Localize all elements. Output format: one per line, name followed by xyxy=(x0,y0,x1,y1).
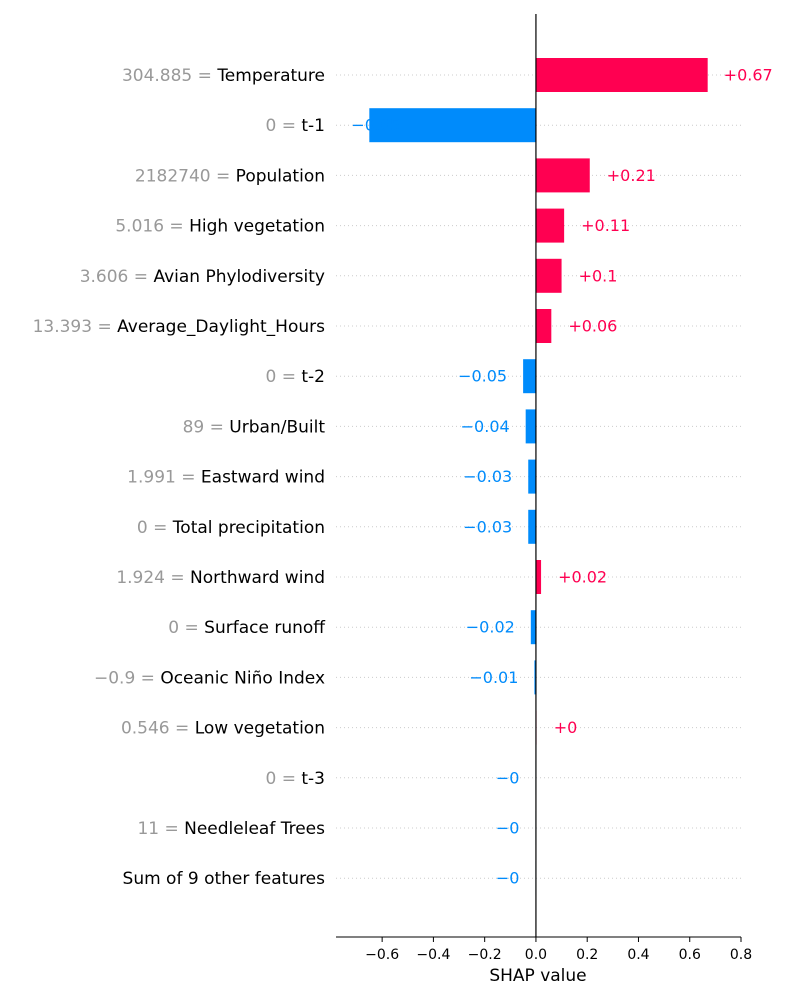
feature-value-text: 0 = xyxy=(266,769,302,789)
feature-name-text: t-2 xyxy=(301,367,325,387)
feature-value-text: 0 = xyxy=(266,367,302,387)
feature-name-text: Low vegetation xyxy=(195,719,325,739)
feature-name-text: Average_Daylight_Hours xyxy=(117,317,325,337)
feature-name-text: Population xyxy=(236,166,325,186)
feature-label: 5.016 = High vegetation xyxy=(115,217,325,237)
feature-label: 0.546 = Low vegetation xyxy=(121,719,325,739)
shap-bar xyxy=(535,258,562,293)
x-tick-label: −0.6 xyxy=(365,947,399,963)
x-axis: −0.6 −0.4 −0.2 0.0 0.2 0.4 0.6 0.8 xyxy=(336,14,752,963)
feature-label: 0 = Total precipitation xyxy=(137,518,325,538)
shap-bar xyxy=(535,560,542,594)
shap-value-label: +0 xyxy=(554,718,578,737)
shap-value-label: +0.21 xyxy=(607,166,656,185)
shap-value-label: +0.11 xyxy=(581,216,630,235)
shap-bar xyxy=(523,359,536,394)
feature-value-text: 0 = xyxy=(137,518,173,538)
x-tick-label: −0.4 xyxy=(416,947,450,963)
shap-value-label: +0.1 xyxy=(579,266,618,285)
shap-bar xyxy=(534,660,536,695)
x-tick-label: 0.0 xyxy=(525,947,547,963)
feature-value-text: 5.016 = xyxy=(115,217,189,237)
feature-name-text: Total precipitation xyxy=(172,518,325,538)
shap-bar xyxy=(369,108,536,143)
feature-label: 0 = Surface runoff xyxy=(168,618,326,638)
feature-label: 13.393 = Average_Daylight_Hours xyxy=(33,317,326,337)
shap-bar xyxy=(535,208,565,243)
feature-label: Sum of 9 other features xyxy=(123,869,326,889)
feature-name-text: High vegetation xyxy=(189,217,325,237)
bar-layer xyxy=(369,58,708,896)
shap-value-label: −0 xyxy=(496,768,520,787)
grid-layer xyxy=(336,74,741,879)
label-layer: +0.67 304.885 = Temperature −0.65 0 = t-1 +0… xyxy=(33,66,773,890)
feature-name-text: Surface runoff xyxy=(204,618,326,638)
feature-value-text: 304.885 = xyxy=(122,66,217,86)
feature-value-text: 13.393 = xyxy=(33,317,118,337)
shap-value-label: +0.67 xyxy=(724,66,773,85)
x-tick-label: 0.6 xyxy=(679,947,701,963)
feature-value-text: 1.924 = xyxy=(116,568,190,588)
shap-value-label: −0.05 xyxy=(458,367,507,386)
feature-value-text: 1.991 = xyxy=(127,468,201,488)
x-axis-title: SHAP value xyxy=(489,966,586,986)
shap-bar xyxy=(535,158,590,193)
feature-label: 0 = t-3 xyxy=(266,769,326,789)
shap-value-label: −0.01 xyxy=(469,668,518,687)
feature-name-text: Urban/Built xyxy=(229,417,325,437)
shap-bar xyxy=(525,409,536,444)
feature-label: 0 = t-1 xyxy=(266,116,326,136)
feature-value-text: 0.546 = xyxy=(121,719,195,739)
feature-name-text: Sum of 9 other features xyxy=(123,869,326,889)
feature-value-text: 11 = xyxy=(137,819,184,839)
feature-value-text: 0 = xyxy=(266,116,302,136)
x-tick-label: 0.8 xyxy=(730,947,752,963)
feature-label: 89 = Urban/Built xyxy=(183,417,326,437)
shap-value-label: −0.03 xyxy=(463,467,512,486)
feature-value-text: 89 = xyxy=(183,417,230,437)
shap-bar xyxy=(528,459,536,494)
feature-name-text: Eastward wind xyxy=(201,468,325,488)
feature-name-text: Oceanic Niño Index xyxy=(160,668,325,688)
feature-name-text: t-3 xyxy=(301,769,325,789)
feature-name-text: t-1 xyxy=(301,116,325,136)
feature-label: 1.991 = Eastward wind xyxy=(127,468,325,488)
feature-label: −0.9 = Oceanic Niño Index xyxy=(94,668,325,688)
x-tick-label: −0.2 xyxy=(468,947,502,963)
shap-value-label: −0.02 xyxy=(466,618,515,637)
feature-value-text: 0 = xyxy=(168,618,204,638)
feature-name-text: Avian Phylodiversity xyxy=(153,267,325,287)
feature-name-text: Needleleaf Trees xyxy=(184,819,325,839)
shap-bar xyxy=(530,610,536,645)
x-tick-label: 0.4 xyxy=(627,947,649,963)
feature-label: 11 = Needleleaf Trees xyxy=(137,819,325,839)
feature-label: 1.924 = Northward wind xyxy=(116,568,325,588)
feature-label: 304.885 = Temperature xyxy=(122,66,325,86)
shap-value-label: −0.03 xyxy=(463,517,512,536)
feature-value-text: −0.9 = xyxy=(94,668,160,688)
shap-value-label: −0 xyxy=(496,819,520,838)
x-tick-label: 0.2 xyxy=(576,947,598,963)
feature-value-text: 2182740 = xyxy=(135,166,236,186)
shap-bar xyxy=(528,509,536,544)
shap-bar xyxy=(535,309,552,343)
feature-label: 3.606 = Avian Phylodiversity xyxy=(80,267,325,287)
feature-value-text: 3.606 = xyxy=(80,267,154,287)
feature-name-text: Temperature xyxy=(216,66,325,86)
feature-name-text: Northward wind xyxy=(190,568,325,588)
shap-bar xyxy=(535,58,708,92)
shap-value-label: −0 xyxy=(496,869,520,888)
shap-value-label: −0.04 xyxy=(461,417,510,436)
shap-value-label: +0.02 xyxy=(558,568,607,587)
shap-value-label: +0.06 xyxy=(568,317,617,336)
feature-label: 0 = t-2 xyxy=(266,367,326,387)
shap-value-label: −0.65 xyxy=(351,116,400,135)
feature-label: 2182740 = Population xyxy=(135,166,325,186)
